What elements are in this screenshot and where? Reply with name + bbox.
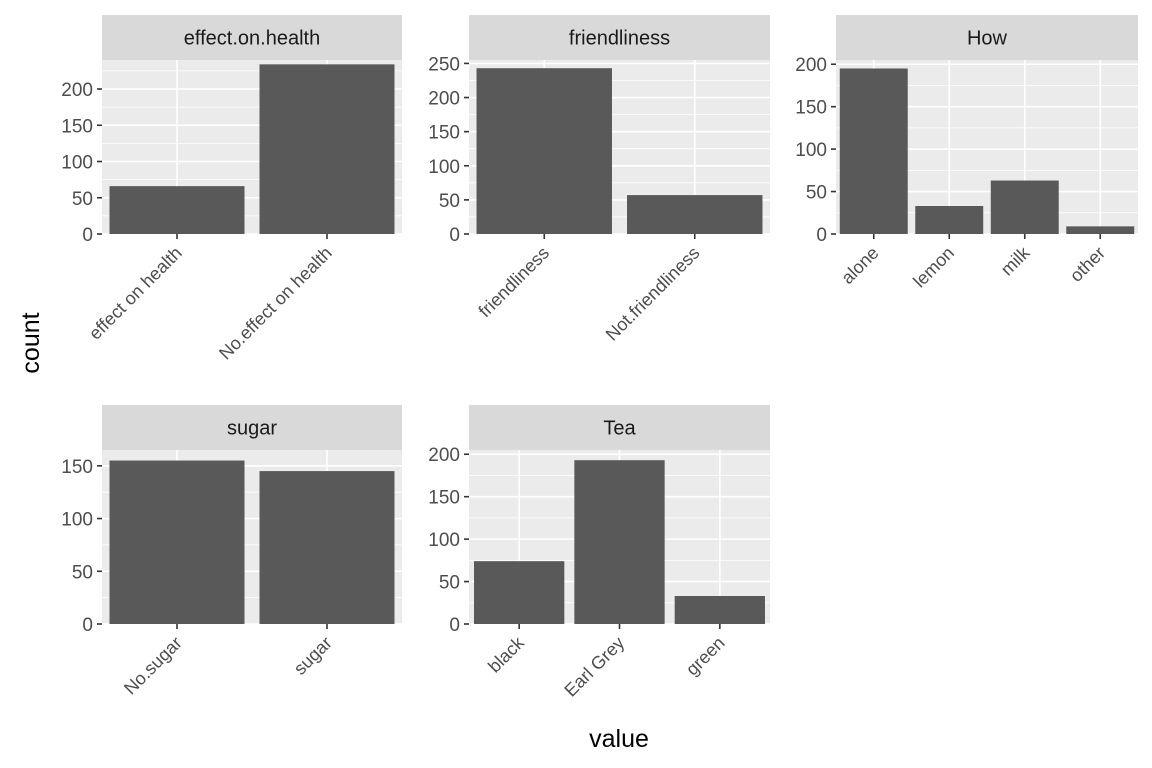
x-tick-label: Earl Grey [560,633,628,701]
y-tick-label: 200 [795,55,827,76]
x-axis-title: value [589,725,649,753]
bar [990,180,1059,234]
y-tick-label: 0 [449,615,460,636]
y-tick-label: 100 [61,153,93,174]
x-tick-label: No.sugar [120,633,186,699]
facet-panel: How 0 50 100 150 200 alone lemon milk other [795,15,1138,291]
y-tick-label: 250 [428,54,460,75]
x-tick-label: effect on health [85,243,186,344]
facet-strip [469,15,770,60]
bar [674,595,765,624]
bar [839,68,908,234]
y-tick-label: 200 [428,89,460,110]
facet-title: sugar [227,418,277,440]
y-tick-label: 200 [61,80,93,101]
facet-title: effect.on.health [184,28,320,50]
x-tick-label: green [682,633,729,680]
x-tick-label: lemon [909,243,958,292]
bar [109,460,245,624]
y-tick-label: 0 [449,225,460,246]
facet-strip [102,15,402,60]
facet-title: friendliness [569,28,670,50]
x-tick-label: sugar [290,633,336,679]
bar [627,195,763,234]
y-tick-label: 50 [72,189,93,210]
x-tick-label: Not.friendliness [602,243,704,345]
bar [574,460,665,624]
facet-panel: sugar 0 50 100 150 No.sugar sugar [61,405,402,698]
y-tick-label: 150 [61,457,93,478]
x-tick-label: black [484,632,529,677]
y-tick-label: 100 [428,157,460,178]
bar [915,205,984,234]
x-tick-label: alone [837,243,882,288]
y-tick-label: 0 [82,225,93,246]
y-axis-title: count [17,312,45,373]
y-tick-label: 50 [439,191,460,212]
facet-strip [836,15,1138,60]
facet-strip [102,405,402,450]
y-tick-label: 150 [61,116,93,137]
facet-panel: Tea 0 50 100 150 200 black Earl Grey green [428,405,770,701]
facet-panel: friendliness 0 50 100 150 200 250 friendliness N… [428,15,770,345]
facet-title: How [967,28,1008,50]
facet-strip [469,405,770,450]
x-tick-label: milk [997,242,1034,279]
x-tick-label: other [1066,243,1109,286]
y-tick-label: 150 [428,123,460,144]
y-tick-label: 200 [428,445,460,466]
bar [474,561,565,624]
y-tick-label: 0 [816,225,827,246]
x-tick-label: No.effect on health [215,243,336,364]
y-tick-label: 50 [439,573,460,594]
y-tick-label: 150 [795,98,827,119]
y-tick-label: 100 [795,140,827,161]
y-tick-label: 0 [82,615,93,636]
facet-title: Tea [603,418,636,440]
y-tick-label: 100 [428,530,460,551]
y-tick-label: 50 [806,183,827,204]
bar [259,471,395,624]
bar [476,68,612,234]
y-tick-label: 150 [428,488,460,509]
y-tick-label: 100 [61,510,93,531]
facet-panel: effect.on.health 0 50 100 150 200 effect on he… [61,15,402,363]
bar [259,64,395,234]
bar [109,186,245,234]
x-tick-label: friendliness [475,243,554,322]
facet-panels: effect.on.health 0 50 100 150 200 effect on he… [61,15,1138,701]
y-tick-label: 50 [72,562,93,583]
bar [1066,226,1135,234]
